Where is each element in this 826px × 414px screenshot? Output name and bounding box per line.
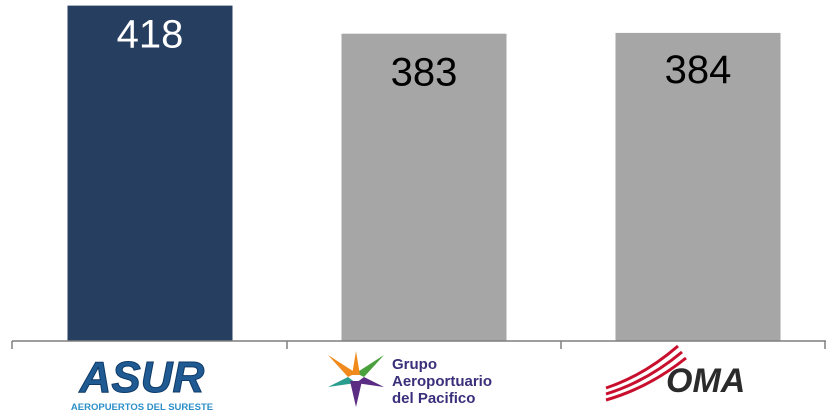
gap-star-icon (328, 351, 384, 407)
asur-wordmark: ASUR (79, 353, 205, 402)
gap-text-line3: del Pacifico (392, 390, 475, 407)
oma-logo: OMA (605, 344, 745, 402)
bar-2 (341, 33, 507, 341)
bar-value-label-1: 418 (117, 13, 184, 57)
bar-value-label-2: 383 (391, 51, 458, 95)
oma-wordmark: OMA (666, 362, 745, 400)
bars-group (67, 5, 781, 342)
oma-swoosh-icon (605, 344, 687, 402)
gap-logo: Grupo Aeroportuario del Pacifico (328, 351, 492, 407)
bar-3 (615, 32, 781, 341)
data-labels-group: 418 383 384 (117, 13, 732, 95)
bar-1 (67, 5, 233, 342)
asur-tagline: AEROPUERTOS DEL SURESTE (71, 402, 213, 413)
gap-text-line2: Aeroportuario (392, 373, 492, 390)
gap-text-line1: Grupo (392, 356, 437, 373)
bar-value-label-3: 384 (665, 48, 732, 92)
asur-logo: ASUR AEROPUERTOS DEL SURESTE (71, 353, 213, 414)
